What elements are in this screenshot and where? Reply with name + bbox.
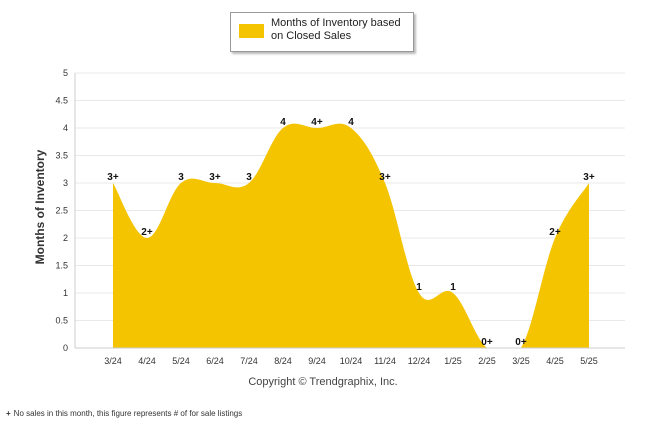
x-tick-label: 10/24 — [340, 356, 363, 366]
y-tick-label: 0.5 — [55, 316, 68, 326]
area-series — [113, 123, 589, 348]
data-label: 4+ — [311, 117, 323, 128]
data-label: 1 — [450, 282, 456, 293]
data-label: 3 — [178, 172, 184, 183]
data-label: 0+ — [481, 337, 493, 348]
x-tick-label: 9/24 — [308, 356, 326, 366]
data-label: 0+ — [515, 337, 527, 348]
x-tick-label: 4/24 — [138, 356, 156, 366]
footnote-marker: + — [6, 409, 11, 418]
x-tick-label: 5/25 — [580, 356, 598, 366]
data-label: 1 — [416, 282, 422, 293]
x-tick-label: 5/24 — [172, 356, 190, 366]
x-tick-label: 3/25 — [512, 356, 530, 366]
data-label: 3+ — [107, 172, 119, 183]
axes: 0 0.5 1 1.5 2 2.5 3 3.5 4 4.5 5 3/24 4/24 5/24 6/24 7/2… — [55, 68, 625, 366]
y-tick-label: 0 — [63, 343, 68, 353]
y-axis-title: Months of Inventory — [33, 149, 47, 265]
data-label: 3 — [246, 172, 252, 183]
footnote-text: No sales in this month, this figure repr… — [13, 409, 243, 418]
x-tick-label: 3/24 — [104, 356, 122, 366]
footnote: + No sales in this month, this figure rep… — [6, 409, 242, 418]
x-tick-label: 7/24 — [240, 356, 258, 366]
data-label: 2+ — [141, 227, 153, 238]
area-fill — [113, 123, 589, 348]
x-tick-label: 11/24 — [374, 356, 396, 366]
y-tick-label: 2 — [63, 233, 68, 243]
x-tick-label: 1/25 — [444, 356, 462, 366]
x-tick-label: 12/24 — [408, 356, 431, 366]
data-labels: 3+ 2+ 3 3+ 3 4 4+ 4 3+ 1 1 0+ 0+ 2+ 3+ — [107, 117, 595, 348]
data-label: 3+ — [583, 172, 595, 183]
legend-swatch — [239, 24, 264, 38]
y-tick-label: 1 — [63, 288, 68, 298]
x-tick-label: 6/24 — [206, 356, 224, 366]
data-label: 2+ — [549, 227, 561, 238]
y-tick-label: 2.5 — [55, 206, 68, 216]
x-tick-label: 8/24 — [274, 356, 292, 366]
x-tick-label: 4/25 — [546, 356, 564, 366]
data-label: 4 — [348, 117, 354, 128]
copyright-text: Copyright © Trendgraphix, Inc. — [248, 376, 398, 388]
y-tick-label: 3 — [63, 178, 68, 188]
x-tick-label: 2/25 — [478, 356, 496, 366]
y-tick-label: 4 — [63, 123, 68, 133]
y-tick-label: 3.5 — [55, 151, 68, 161]
y-tick-label: 5 — [63, 68, 68, 78]
data-label: 3+ — [379, 172, 391, 183]
legend: Months of Inventory based on Closed Sale… — [230, 12, 414, 52]
legend-label: Months of Inventory based on Closed Sale… — [271, 17, 401, 42]
y-tick-label: 4.5 — [55, 96, 68, 106]
data-label: 4 — [280, 117, 286, 128]
y-tick-label: 1.5 — [55, 261, 68, 271]
data-label: 3+ — [209, 172, 221, 183]
